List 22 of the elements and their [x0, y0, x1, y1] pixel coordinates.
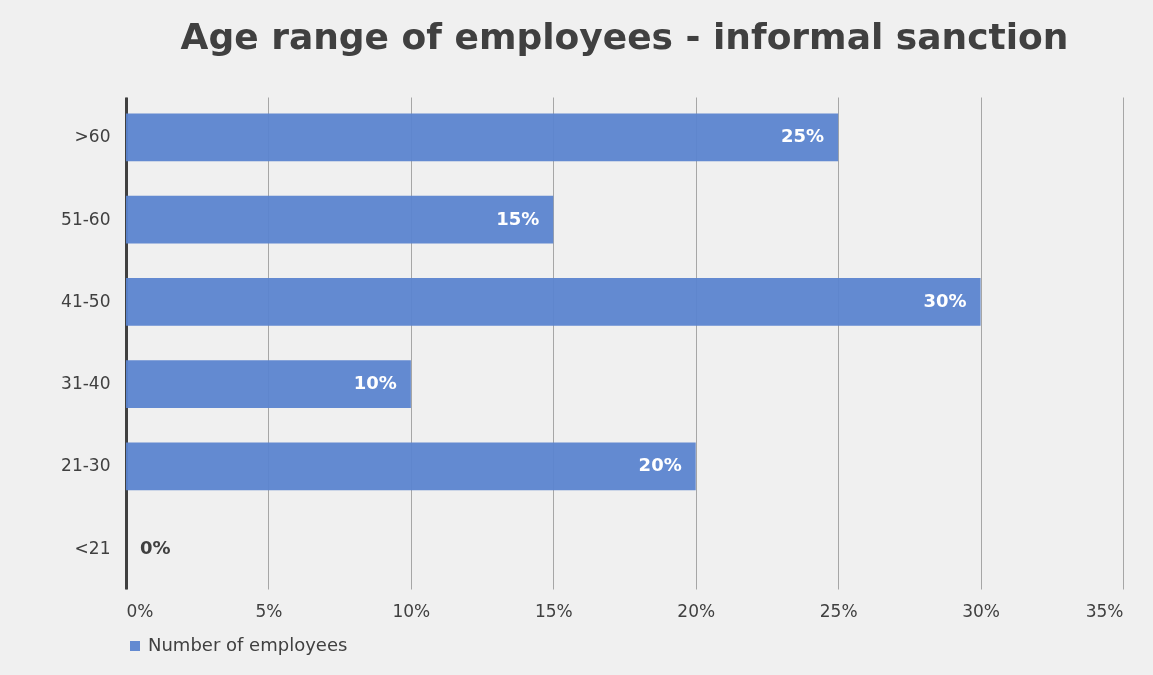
text: 25% [781, 125, 825, 147]
legend-label: Number of employees [148, 634, 348, 655]
text: 30% [923, 289, 967, 311]
chart-title: Age range of employees - informal sanction [180, 16, 1069, 57]
x-tick-label: 15% [534, 600, 573, 621]
y-tick-label: 41-50 [61, 290, 111, 311]
y-tick-label: <21 [74, 537, 111, 558]
text: 20% [638, 454, 682, 476]
x-tick-label: 10% [392, 600, 431, 621]
x-tick-label: 30% [962, 600, 1000, 621]
y-tick-label: 31-40 [61, 373, 111, 394]
x-tick-label: 0% [126, 600, 154, 621]
x-tick-label: 20% [677, 600, 716, 621]
y-tick-label: 21-30 [61, 455, 111, 476]
x-tick-label: 25% [819, 600, 858, 621]
x-tick-label: 35% [1085, 600, 1124, 621]
text: 10% [353, 372, 397, 394]
text: 0% [140, 536, 171, 558]
text: 15% [496, 207, 540, 229]
y-tick-label: 51-60 [61, 208, 111, 229]
y-tick-label: >60 [74, 126, 111, 147]
x-tick-label: 5% [255, 600, 283, 621]
